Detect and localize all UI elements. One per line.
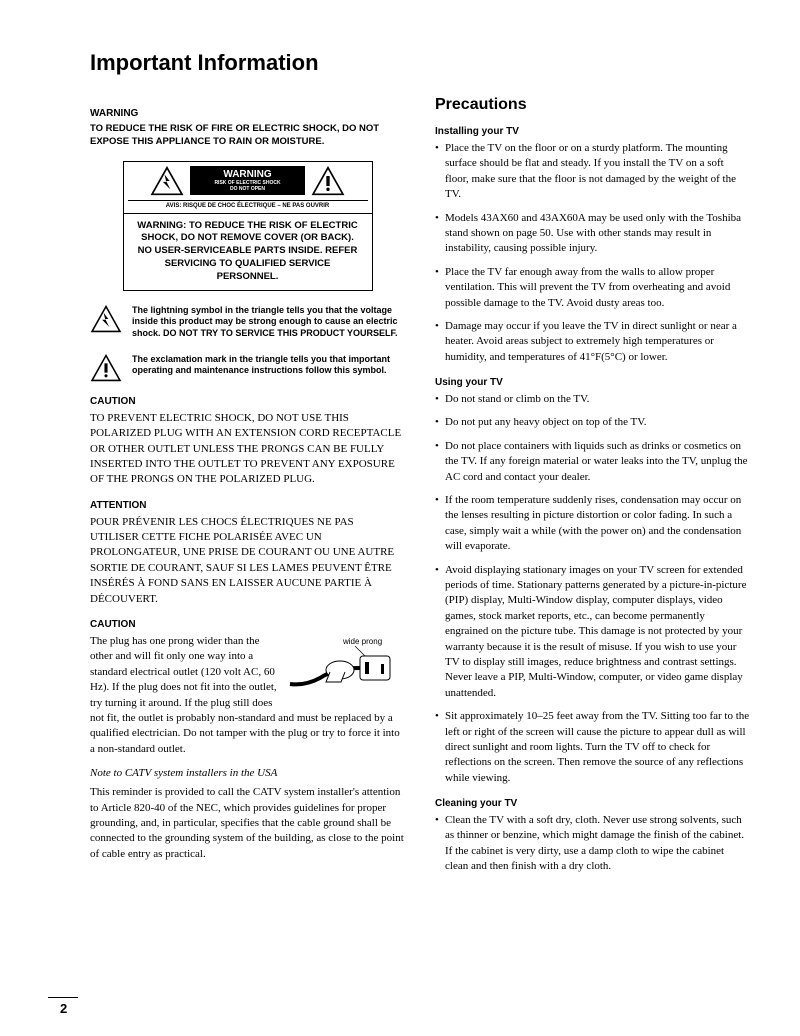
warning-black-box: WARNING RISK OF ELECTRIC SHOCK DO NOT OP… bbox=[190, 166, 305, 195]
caution-heading: CAUTION bbox=[90, 396, 405, 407]
lightning-text: The lightning symbol in the triangle tel… bbox=[132, 305, 405, 340]
installing-heading: Installing your TV bbox=[435, 126, 750, 137]
warning-heading: WARNING bbox=[90, 108, 405, 119]
cleaning-heading: Cleaning your TV bbox=[435, 798, 750, 809]
exclamation-icon bbox=[311, 166, 345, 196]
caution2-heading: CAUTION bbox=[90, 619, 405, 630]
cleaning-list: Clean the TV with a soft dry, cloth. Nev… bbox=[435, 813, 750, 875]
using-list: Do not stand or climb on the TV. Do not … bbox=[435, 392, 750, 786]
catv-text: This reminder is provided to call the CA… bbox=[90, 785, 405, 862]
warning-box-body: WARNING: TO REDUCE THE RISK OF ELECTRIC … bbox=[124, 213, 372, 290]
list-item: Avoid displaying stationary images on yo… bbox=[435, 563, 750, 702]
lightning-icon bbox=[90, 305, 122, 333]
list-item: Place the TV on the floor or on a sturdy… bbox=[435, 141, 750, 203]
plug-text: wide prong The plug has one prong wider … bbox=[90, 634, 405, 757]
list-item: Sit approximately 10–25 feet away from t… bbox=[435, 709, 750, 786]
precautions-title: Precautions bbox=[435, 96, 750, 114]
caution-text: TO PREVENT ELECTRIC SHOCK, DO NOT USE TH… bbox=[90, 411, 405, 488]
list-item: Do not put any heavy object on top of th… bbox=[435, 415, 750, 430]
attention-text: POUR PRÉVENIR LES CHOCS ÉLECTRIQUES NE P… bbox=[90, 515, 405, 607]
catv-note: Note to CATV system installers in the US… bbox=[90, 767, 405, 779]
plug-diagram: wide prong bbox=[285, 634, 405, 694]
list-item: If the room temperature suddenly rises, … bbox=[435, 493, 750, 555]
exclamation-description: The exclamation mark in the triangle tel… bbox=[90, 354, 405, 382]
warning-text: TO REDUCE THE RISK OF FIRE OR ELECTRIC S… bbox=[90, 123, 405, 149]
installing-list: Place the TV on the floor or on a sturdy… bbox=[435, 141, 750, 365]
page-title: Important Information bbox=[90, 50, 750, 76]
warning-box-title: WARNING bbox=[195, 169, 300, 180]
warning-box: WARNING RISK OF ELECTRIC SHOCK DO NOT OP… bbox=[123, 161, 373, 291]
avis-text: AVIS: RISQUE DE CHOC ÉLECTRIQUE – NE PAS… bbox=[128, 200, 368, 209]
list-item: Models 43AX60 and 43AX60A may be used on… bbox=[435, 211, 750, 257]
lightning-icon bbox=[150, 166, 184, 196]
list-item: Do not stand or climb on the TV. bbox=[435, 392, 750, 407]
left-column: WARNING TO REDUCE THE RISK OF FIRE OR EL… bbox=[90, 96, 405, 883]
warning-box-sub2: DO NOT OPEN bbox=[195, 186, 300, 192]
attention-heading: ATTENTION bbox=[90, 500, 405, 511]
wide-prong-label: wide prong bbox=[342, 637, 382, 646]
list-item: Place the TV far enough away from the wa… bbox=[435, 265, 750, 311]
content-columns: WARNING TO REDUCE THE RISK OF FIRE OR EL… bbox=[90, 96, 750, 883]
list-item: Do not place containers with liquids suc… bbox=[435, 439, 750, 485]
right-column: Precautions Installing your TV Place the… bbox=[435, 96, 750, 883]
list-item: Clean the TV with a soft dry, cloth. Nev… bbox=[435, 813, 750, 875]
exclamation-text: The exclamation mark in the triangle tel… bbox=[132, 354, 405, 377]
exclamation-icon bbox=[90, 354, 122, 382]
page-number: 2 bbox=[60, 1001, 67, 1016]
list-item: Damage may occur if you leave the TV in … bbox=[435, 319, 750, 365]
page-divider bbox=[48, 997, 78, 998]
using-heading: Using your TV bbox=[435, 377, 750, 388]
lightning-description: The lightning symbol in the triangle tel… bbox=[90, 305, 405, 340]
